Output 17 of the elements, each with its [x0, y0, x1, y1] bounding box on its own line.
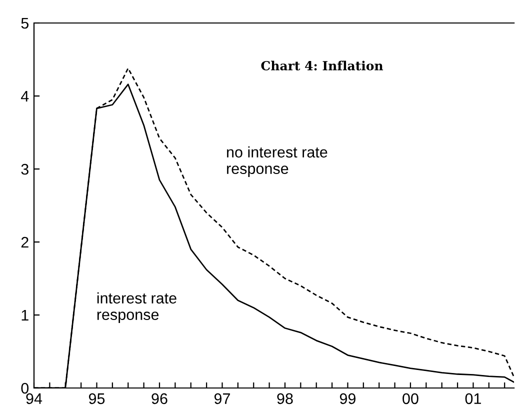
x-tick-label: 98	[277, 393, 293, 404]
series-label: interest rate response	[97, 292, 176, 324]
y-tick-label: 0	[21, 382, 29, 394]
y-tick-label: 5	[21, 18, 28, 29]
text: Chart 4: Inflation	[261, 60, 384, 70]
x-tick-label: 95	[88, 393, 105, 404]
x-tick-label: 01	[465, 393, 481, 404]
y-tick-label: 4	[20, 91, 29, 102]
y-tick-label: 2	[21, 236, 28, 248]
y-tick-label: 1	[22, 310, 28, 321]
text: no interest rate response	[227, 146, 328, 178]
x-tick-label: 00	[402, 393, 418, 404]
x-tick-label: 99	[340, 393, 356, 404]
x-tick-label: 94	[26, 393, 42, 404]
y-tick-label: 3	[21, 164, 28, 175]
x-tick-label: 96	[152, 393, 168, 404]
x-tick-label: 97	[214, 393, 230, 404]
